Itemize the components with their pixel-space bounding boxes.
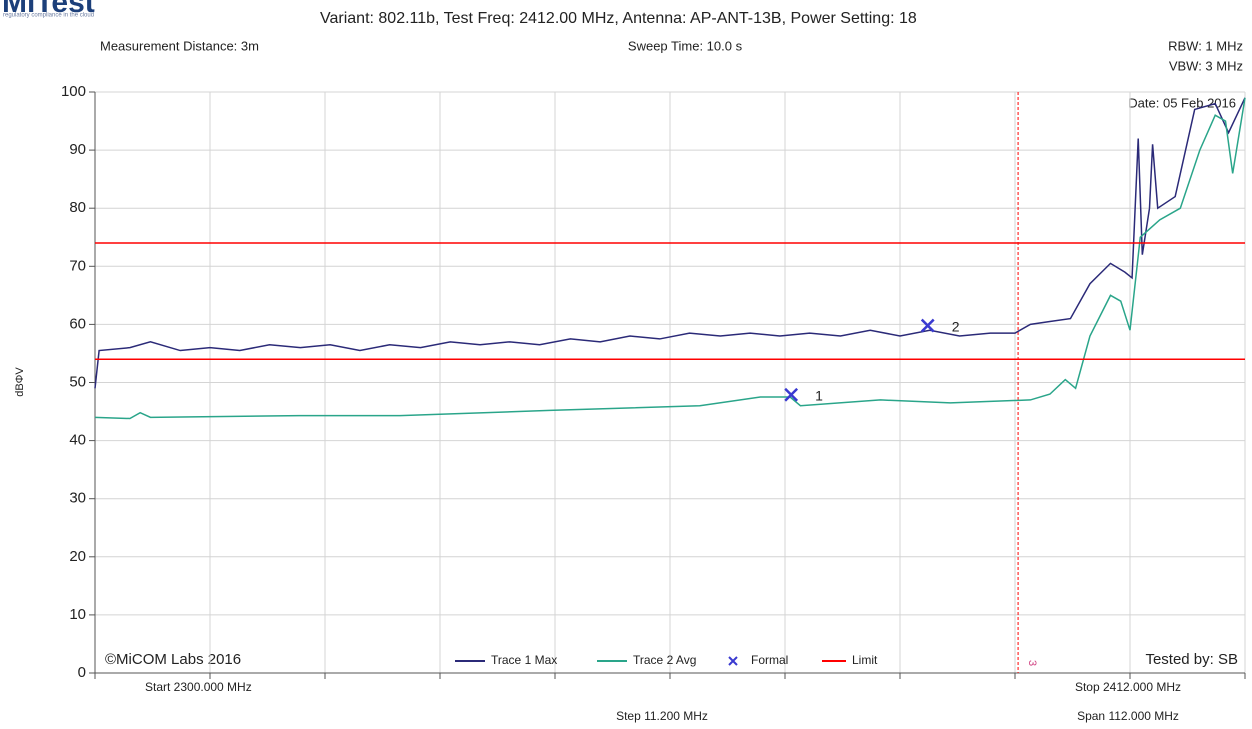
legend-label: Trace 1 Max <box>491 653 557 667</box>
legend-label: Trace 2 Avg <box>633 653 696 667</box>
sweep-time: Sweep Time: 10.0 s <box>628 38 743 53</box>
y-tick-label: 60 <box>69 315 86 332</box>
vertical-marker-label: 3 <box>1026 660 1038 666</box>
y-tick-label: 20 <box>69 548 86 565</box>
y-tick-label: 50 <box>69 373 86 390</box>
tested-by: Tested by: SB <box>1145 651 1238 668</box>
marker-label: 2 <box>952 318 960 334</box>
span-label: Span 112.000 MHz <box>1077 709 1179 723</box>
date: Date: 05 Feb 2016 <box>1128 95 1236 110</box>
start-label: Start 2300.000 MHz <box>145 680 252 694</box>
marker <box>920 318 935 333</box>
marker <box>784 387 799 402</box>
legend-label: Formal <box>751 653 788 667</box>
legend-label: Limit <box>852 653 878 667</box>
y-axis-label: dBΦV <box>14 367 26 397</box>
y-tick-label: 0 <box>78 664 86 681</box>
y-tick-label: 90 <box>69 141 86 158</box>
y-tick-label: 80 <box>69 199 86 216</box>
vbw: VBW: 3 MHz <box>1169 58 1243 73</box>
y-tick-label: 40 <box>69 432 86 449</box>
rbw: RBW: 1 MHz <box>1168 38 1243 53</box>
y-tick-label: 100 <box>61 83 86 100</box>
logo: MiTest <box>2 0 95 19</box>
copyright: ©MiCOM Labs 2016 <box>105 651 241 668</box>
y-tick-label: 70 <box>69 257 86 274</box>
step-label: Step 11.200 MHz <box>616 709 708 723</box>
y-tick-label: 10 <box>69 606 86 623</box>
marker-label: 1 <box>815 387 823 403</box>
stop-label: Stop 2412.000 MHz <box>1075 680 1181 694</box>
chart-title: Variant: 802.11b, Test Freq: 2412.00 MHz… <box>320 10 917 27</box>
legend-swatch <box>728 656 738 666</box>
y-tick-label: 30 <box>69 490 86 507</box>
logo-tagline: regulatory compliance in the cloud <box>3 13 94 19</box>
trace-line <box>94 97 1246 420</box>
measurement-distance: Measurement Distance: 3m <box>100 38 259 53</box>
